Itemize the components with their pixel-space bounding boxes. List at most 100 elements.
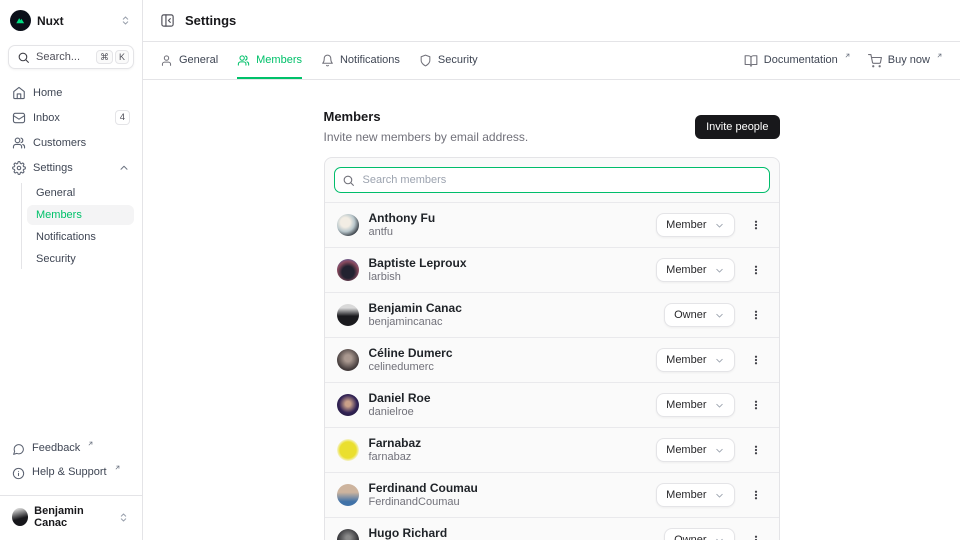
- sidebar-nav: Home Inbox 4 Customers Settings General …: [8, 82, 134, 269]
- user-menu[interactable]: Benjamin Canac: [8, 505, 134, 532]
- sidebar-item-settings-general[interactable]: General: [27, 183, 134, 203]
- buy-now-link[interactable]: Buy now: [868, 54, 943, 68]
- member-meta: Daniel Roe danielroe: [369, 391, 431, 419]
- member-actions-button[interactable]: [745, 396, 767, 414]
- home-icon: [12, 86, 26, 100]
- sidebar-item-home[interactable]: Home: [8, 82, 134, 103]
- role-value: Member: [666, 354, 707, 366]
- role-select[interactable]: Member: [656, 438, 735, 462]
- chevron-down-icon: [714, 355, 725, 366]
- member-actions-button[interactable]: [745, 441, 767, 459]
- member-row: Hugo Richard hugorcd Owner: [324, 517, 779, 540]
- more-vertical-icon: [749, 218, 763, 232]
- member-actions-button[interactable]: [745, 261, 767, 279]
- sidebar-divider: [0, 495, 142, 496]
- tab-general[interactable]: General: [160, 42, 218, 79]
- member-name: Daniel Roe: [368, 391, 431, 405]
- member-actions-button[interactable]: [745, 306, 767, 324]
- feedback-link[interactable]: Feedback: [8, 440, 134, 462]
- role-value: Member: [666, 399, 707, 411]
- sidebar: Nuxt Search... ⌘ K Home Inbox 4 Customer…: [0, 0, 143, 540]
- external-link-icon: [114, 464, 121, 471]
- role-select[interactable]: Member: [656, 393, 735, 417]
- member-name: Baptiste Leproux: [368, 256, 467, 270]
- collapse-sidebar-button[interactable]: [160, 13, 175, 28]
- role-select[interactable]: Member: [656, 348, 735, 372]
- sidebar-item-settings-notifications[interactable]: Notifications: [27, 227, 134, 247]
- main-panel: Settings General Members Notifications S…: [143, 0, 960, 540]
- member-name: Farnabaz: [368, 436, 422, 450]
- section-header: Members Invite new members by email addr…: [324, 109, 780, 144]
- workspace-name: Nuxt: [37, 13, 64, 28]
- tab-security[interactable]: Security: [419, 42, 478, 79]
- role-select[interactable]: Member: [656, 213, 735, 237]
- tab-members[interactable]: Members: [237, 42, 302, 79]
- member-name: Céline Dumerc: [368, 346, 453, 360]
- more-vertical-icon: [749, 443, 763, 457]
- sidebar-item-label: Inbox: [33, 111, 60, 124]
- search-members-input[interactable]: [333, 167, 770, 193]
- content-area: Members Invite new members by email addr…: [143, 80, 960, 540]
- tab-notifications[interactable]: Notifications: [321, 42, 400, 79]
- documentation-link[interactable]: Documentation: [744, 54, 851, 68]
- action-label: Buy now: [887, 53, 930, 66]
- user-icon: [160, 54, 173, 67]
- sidebar-search-button[interactable]: Search... ⌘ K: [8, 45, 134, 69]
- member-username: FerdinandCoumau: [368, 496, 460, 508]
- workspace-switcher[interactable]: Nuxt: [8, 10, 134, 31]
- role-value: Member: [666, 444, 707, 456]
- tab-label: Security: [437, 54, 478, 66]
- member-row: Baptiste Leproux larbish Member: [324, 247, 779, 292]
- chevron-up-down-icon: [119, 14, 132, 27]
- role-value: Owner: [674, 534, 707, 540]
- shopping-cart-icon: [868, 54, 882, 68]
- shield-icon: [419, 54, 432, 67]
- member-username: farnabaz: [368, 451, 412, 463]
- chevron-up-icon: [118, 162, 130, 174]
- sidebar-item-settings[interactable]: Settings: [8, 157, 134, 178]
- kbd-k: K: [114, 50, 129, 64]
- more-vertical-icon: [749, 533, 763, 540]
- member-actions-button[interactable]: [745, 216, 767, 234]
- sidebar-item-label: Customers: [33, 136, 87, 149]
- role-select[interactable]: Owner: [664, 303, 735, 327]
- more-vertical-icon: [749, 353, 763, 367]
- member-actions-button[interactable]: [745, 531, 767, 540]
- chevron-down-icon: [714, 445, 725, 456]
- sidebar-item-customers[interactable]: Customers: [8, 132, 134, 153]
- external-link-icon: [87, 440, 94, 447]
- help-support-link[interactable]: Help & Support: [8, 464, 134, 486]
- member-row: Céline Dumerc celinedumerc Member: [324, 337, 779, 382]
- header-actions: Documentation Buy now: [744, 42, 943, 79]
- role-select[interactable]: Member: [656, 258, 735, 282]
- role-value: Owner: [674, 309, 707, 321]
- users-icon: [12, 136, 26, 150]
- member-name: Hugo Richard: [368, 526, 448, 540]
- tab-label: Notifications: [339, 54, 400, 66]
- role-select[interactable]: Owner: [664, 528, 735, 540]
- more-vertical-icon: [749, 263, 763, 277]
- avatar: [336, 484, 359, 506]
- member-actions-button[interactable]: [745, 351, 767, 369]
- search-icon: [17, 51, 30, 64]
- sidebar-item-label: Settings: [33, 161, 73, 174]
- members-search-section: [325, 158, 779, 202]
- sidebar-item-inbox[interactable]: Inbox 4: [8, 107, 134, 128]
- tab-label: General: [179, 54, 219, 66]
- sidebar-item-settings-members[interactable]: Members: [27, 205, 134, 225]
- more-vertical-icon: [749, 398, 763, 412]
- settings-submenu: General Members Notifications Security: [21, 183, 134, 269]
- role-select[interactable]: Member: [656, 483, 735, 507]
- users-icon: [237, 54, 250, 67]
- member-actions-button[interactable]: [745, 486, 767, 504]
- invite-people-button[interactable]: Invite people: [695, 114, 780, 139]
- avatar: [336, 214, 359, 236]
- member-meta: Anthony Fu antfu: [369, 211, 436, 239]
- panel-left-close-icon: [160, 13, 175, 28]
- external-link-icon: [844, 52, 851, 59]
- role-value: Member: [666, 264, 707, 276]
- member-username: celinedumerc: [368, 361, 434, 373]
- member-row: Farnabaz farnabaz Member: [324, 427, 779, 472]
- sidebar-item-settings-security[interactable]: Security: [27, 249, 134, 269]
- member-username: larbish: [368, 271, 401, 283]
